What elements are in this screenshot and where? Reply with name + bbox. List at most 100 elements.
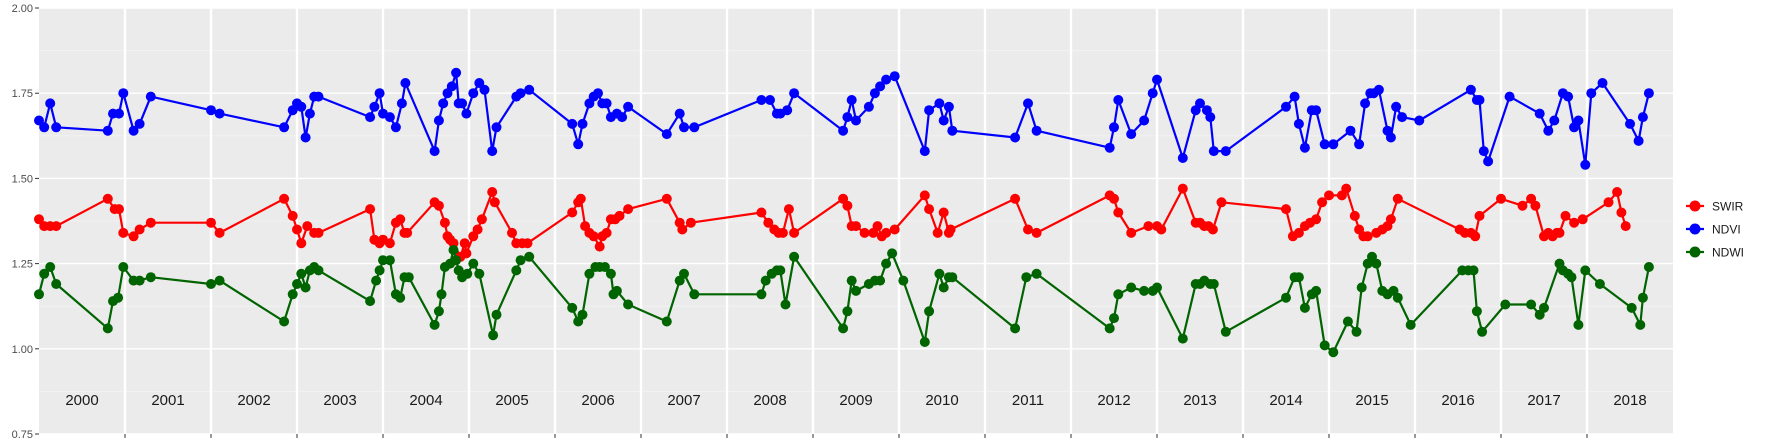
data-point-ndvi <box>1391 101 1402 112</box>
year-label: 2017 <box>1527 392 1560 409</box>
data-point-ndvi <box>1289 91 1300 102</box>
data-point-swir <box>51 221 62 232</box>
data-point-swir <box>292 224 302 235</box>
data-point-ndvi <box>1543 125 1554 136</box>
data-point-swir <box>1126 227 1137 238</box>
data-point-swir <box>842 200 853 211</box>
data-point-ndvi <box>1319 139 1330 150</box>
data-point-ndvi <box>1010 132 1021 143</box>
data-point-ndvi <box>863 101 874 112</box>
data-point-ndvi <box>128 125 139 136</box>
data-point-ndvi <box>947 125 958 136</box>
data-point-swir <box>614 210 625 221</box>
data-point-ndvi <box>451 67 462 78</box>
data-point-ndwi <box>1539 302 1549 313</box>
data-point-ndwi <box>1328 347 1339 358</box>
data-point-ndvi <box>114 108 124 119</box>
data-point-ndvi <box>400 78 411 88</box>
data-point-ndvi <box>881 74 892 85</box>
data-point-ndwi <box>371 275 382 286</box>
data-point-ndwi <box>39 268 50 279</box>
data-point-ndvi <box>1397 112 1408 123</box>
data-point-swir <box>1023 224 1033 235</box>
data-point-swir <box>1293 227 1304 238</box>
year-label: 2010 <box>925 392 958 409</box>
data-point-ndvi <box>34 115 44 126</box>
data-point-ndvi <box>1354 139 1365 150</box>
data-point-ndwi <box>1342 316 1353 327</box>
data-point-swir <box>439 217 450 228</box>
data-point-ndvi <box>1637 112 1648 123</box>
data-point-swir <box>1156 224 1167 235</box>
data-point-ndvi <box>679 122 689 133</box>
data-point-ndwi <box>468 258 479 269</box>
data-point-ndvi <box>782 105 793 116</box>
data-point-ndvi <box>1177 153 1188 163</box>
data-point-ndwi <box>515 255 526 266</box>
data-point-ndwi <box>780 299 791 310</box>
data-series <box>34 67 1654 358</box>
data-point-ndvi <box>300 132 311 143</box>
data-point-swir <box>1010 193 1021 204</box>
data-point-ndwi <box>924 306 935 317</box>
data-point-ndvi <box>39 122 50 133</box>
data-point-ndvi <box>515 88 526 99</box>
data-point-ndvi <box>396 98 407 109</box>
data-point-swir <box>1569 217 1580 228</box>
data-point-ndwi <box>1356 282 1367 293</box>
data-point-swir <box>1177 183 1188 194</box>
data-point-ndwi <box>378 255 388 266</box>
data-point-ndwi <box>1580 265 1591 276</box>
data-point-ndvi <box>279 122 290 133</box>
legend-label-swir: SWIR <box>1712 200 1744 214</box>
data-point-swir <box>851 221 861 232</box>
data-point-ndvi <box>304 108 315 119</box>
data-point-swir <box>522 238 533 249</box>
data-point-ndwi <box>1311 285 1322 296</box>
data-point-ndvi <box>429 146 440 157</box>
data-point-ndwi <box>775 265 786 276</box>
data-point-ndwi <box>1139 285 1150 296</box>
data-point-ndwi <box>51 279 62 289</box>
data-point-swir <box>567 207 578 218</box>
data-point-swir <box>889 224 900 235</box>
data-point-ndwi <box>488 330 499 341</box>
data-point-ndwi <box>1220 326 1231 337</box>
data-point-ndwi <box>1526 299 1537 310</box>
data-point-swir <box>763 217 774 228</box>
year-label: 2014 <box>1269 392 1302 409</box>
data-point-ndwi <box>679 268 689 279</box>
data-point-ndvi <box>869 88 880 99</box>
data-point-ndvi <box>491 122 502 133</box>
data-point-ndvi <box>623 101 634 112</box>
data-point-ndwi <box>1471 306 1482 317</box>
data-point-ndvi <box>1633 135 1644 146</box>
year-label: 2008 <box>753 392 786 409</box>
data-point-ndvi <box>1328 139 1339 150</box>
data-point-ndwi <box>947 272 958 283</box>
year-label: 2013 <box>1183 392 1216 409</box>
data-point-ndvi <box>524 84 535 95</box>
data-point-ndvi <box>601 98 612 109</box>
data-point-swir <box>34 214 44 225</box>
year-label: 2001 <box>151 392 184 409</box>
data-point-ndwi <box>474 268 485 279</box>
data-point-ndwi <box>1405 319 1416 330</box>
data-point-ndvi <box>369 101 380 112</box>
data-point-ndvi <box>1205 112 1216 123</box>
data-point-ndwi <box>374 265 385 276</box>
data-point-ndwi <box>102 323 113 334</box>
data-point-ndvi <box>102 125 113 136</box>
data-point-ndvi <box>1195 98 1205 109</box>
data-point-ndvi <box>617 112 628 123</box>
data-point-swir <box>313 227 324 238</box>
legend-label-ndvi: NDVI <box>1712 223 1741 237</box>
data-point-swir <box>685 217 696 228</box>
data-point-ndwi <box>1351 326 1362 337</box>
data-point-ndvi <box>1281 101 1291 112</box>
data-point-ndvi <box>842 112 853 123</box>
data-point-swir <box>623 204 634 215</box>
data-point-ndwi <box>605 268 616 279</box>
y-axis: 0.75 1.00 1.25 1.50 1.75 2.00 <box>12 3 1588 441</box>
data-point-ndvi <box>593 88 603 99</box>
